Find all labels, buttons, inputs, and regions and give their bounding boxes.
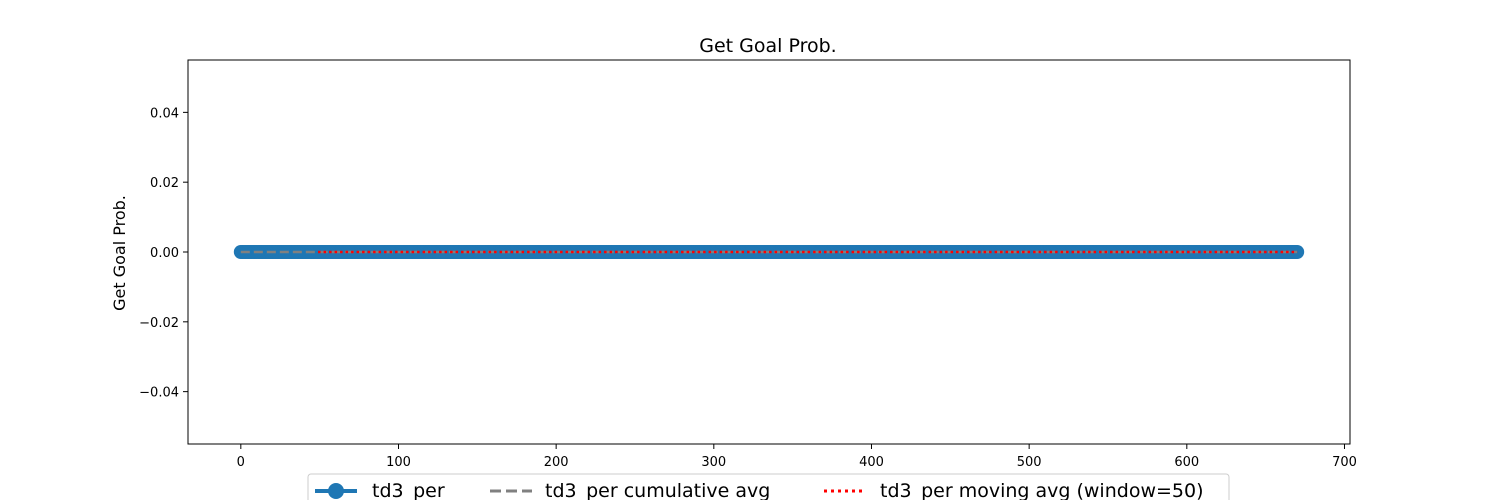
y-tick-label: 0.00 <box>150 246 179 261</box>
y-axis-label: Get Goal Prob. <box>110 195 129 311</box>
legend: td3_per td3_per cumulative avg td3_per m… <box>307 473 1230 500</box>
chart-title: Get Goal Prob. <box>699 35 836 57</box>
x-axis-ticks: 0 100 200 300 400 500 600 700 <box>237 444 1357 470</box>
x-tick-label: 700 <box>1332 455 1357 470</box>
legend-box <box>307 473 1230 500</box>
legend-label-td3-per: td3_per <box>372 480 445 500</box>
legend-marker-td3-per <box>328 483 344 499</box>
y-tick-label: 0.04 <box>150 106 179 121</box>
legend-label-moving-avg: td3_per moving avg (window=50) <box>880 480 1204 500</box>
x-tick-label: 400 <box>859 455 884 470</box>
y-tick-label: 0.02 <box>150 176 179 191</box>
x-tick-label: 100 <box>386 455 411 470</box>
x-tick-label: 500 <box>1017 455 1042 470</box>
y-axis-ticks: −0.04 −0.02 0.00 0.02 0.04 <box>139 106 188 401</box>
x-tick-label: 300 <box>701 455 726 470</box>
x-tick-label: 0 <box>237 455 245 470</box>
x-tick-label: 600 <box>1174 455 1199 470</box>
legend-label-cumulative-avg: td3_per cumulative avg <box>545 480 770 500</box>
x-tick-label: 200 <box>544 455 569 470</box>
y-tick-label: −0.04 <box>139 386 179 401</box>
series-layer <box>233 245 1305 259</box>
y-tick-label: −0.02 <box>139 316 179 331</box>
